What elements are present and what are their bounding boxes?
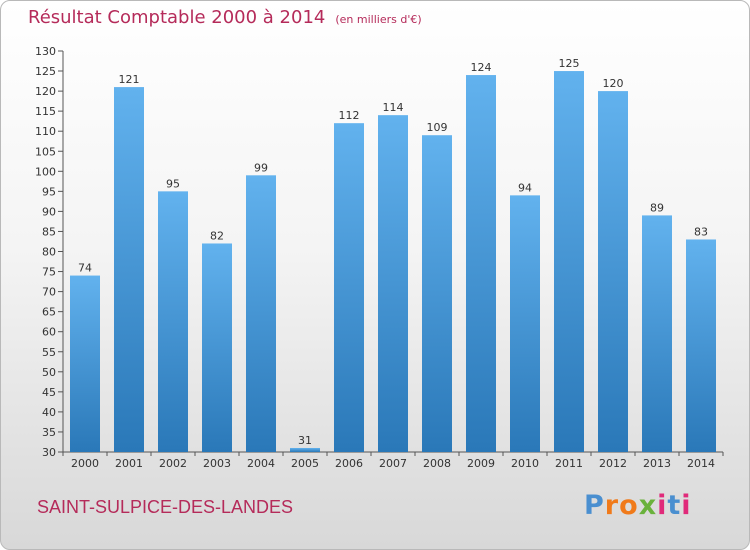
x-tick-label: 2011 [555,457,583,470]
chart-title: Résultat Comptable 2000 à 2014 (en millie… [28,7,422,28]
data-label-2009: 124 [471,61,492,74]
bar-2009 [466,75,496,452]
chart-unit: (en milliers d'€) [335,13,422,26]
y-tick-label: 75 [42,266,56,279]
data-label-2011: 125 [559,57,580,70]
y-tick-label: 95 [42,185,56,198]
bar-2004 [246,175,276,452]
x-tick-label: 2003 [203,457,231,470]
bar-2011 [554,71,584,453]
y-tick-label: 70 [42,286,56,299]
y-tick-label: 50 [42,366,56,379]
x-tick-label: 2008 [423,457,451,470]
y-tick-label: 100 [35,165,56,178]
x-tick-label: 2000 [71,457,99,470]
y-tick-label: 55 [42,346,56,359]
logo-letter: r [604,490,620,521]
proxiti-logo[interactable]: Proxiti [584,490,692,521]
data-label-2010: 94 [518,181,532,194]
bar-2002 [158,191,188,452]
x-tick-label: 2004 [247,457,275,470]
logo-letter: t [667,490,682,521]
x-tick-label: 2002 [159,457,187,470]
x-tick-label: 2009 [467,457,495,470]
bar-2003 [202,243,232,452]
bar-2001 [114,87,144,452]
data-label-2012: 120 [603,77,624,90]
data-label-2008: 109 [427,121,448,134]
x-tick-label: 2007 [379,457,407,470]
data-label-2003: 82 [210,229,224,242]
bar-2006 [334,123,364,453]
commune-name: SAINT-SULPICE-DES-LANDES [37,497,294,517]
y-tick-label: 85 [42,225,56,238]
y-tick-label: 125 [35,65,56,78]
y-tick-label: 30 [42,446,56,459]
data-label-2000: 74 [78,262,92,275]
bar-2000 [70,275,100,452]
bar-2005 [290,447,320,452]
y-tick-label: 130 [35,45,56,58]
y-tick-label: 105 [35,145,56,158]
y-tick-label: 110 [35,125,56,138]
logo-letter: P [584,490,605,521]
y-tick-label: 90 [42,205,56,218]
x-tick-label: 2012 [599,457,627,470]
data-label-2006: 112 [339,109,360,122]
bar-2013 [642,215,672,452]
x-tick-label: 2005 [291,457,319,470]
logo-letter: o [619,490,639,521]
y-tick-label: 60 [42,326,56,339]
bar-2007 [378,115,408,452]
x-tick-label: 2001 [115,457,143,470]
y-tick-label: 45 [42,386,56,399]
logo-letter: i [657,490,668,521]
y-tick-label: 40 [42,406,56,419]
logo-letter: x [638,490,658,521]
bar-2010 [510,195,540,453]
x-tick-label: 2013 [643,457,671,470]
data-label-2004: 99 [254,161,268,174]
data-label-2002: 95 [166,177,180,190]
x-axis: 2000 2001 2002 2003 2004 2005 2006 2007 2008 2009… [62,451,724,470]
data-label-2013: 89 [650,201,664,214]
x-tick-label: 2014 [687,457,715,470]
y-tick-label: 80 [42,246,56,259]
y-tick-label: 65 [42,306,56,319]
bar-2012 [598,91,628,452]
bar-2014 [686,239,716,452]
y-axis: 30 35 40 45 50 55 60 65 70 75 80 85 90 95 100 105 110 115… [35,45,64,459]
x-tick-label: 2006 [335,457,363,470]
chart-title-text: Résultat Comptable 2000 à 2014 [28,7,326,28]
bar-2008 [422,135,452,452]
y-tick-label: 35 [42,426,56,439]
data-label-2014: 83 [694,225,708,238]
data-label-2005: 31 [298,434,312,447]
x-tick-label: 2010 [511,457,539,470]
y-tick-label: 120 [35,85,56,98]
y-tick-label: 115 [35,105,56,118]
data-label-2007: 114 [383,101,404,114]
data-label-2001: 121 [119,73,140,86]
bars: 74 121 95 82 99 31 112 114 109 124 94 125 120 89 83 [70,57,716,453]
logo-letter: i [681,490,692,521]
